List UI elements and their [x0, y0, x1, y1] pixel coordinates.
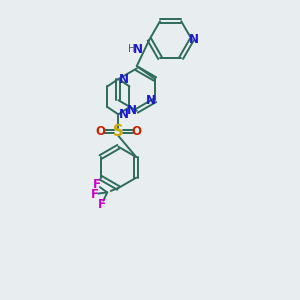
Text: N: N [189, 33, 199, 46]
Text: F: F [91, 188, 99, 201]
Text: F: F [93, 178, 101, 191]
Text: S: S [113, 124, 124, 139]
Text: N: N [146, 94, 156, 107]
Text: O: O [132, 125, 142, 138]
Text: N: N [127, 104, 137, 117]
Text: N: N [119, 108, 129, 121]
Text: H: H [128, 44, 136, 54]
Text: O: O [95, 125, 105, 138]
Text: N: N [133, 43, 143, 56]
Text: N: N [119, 73, 129, 85]
Text: F: F [98, 198, 106, 211]
